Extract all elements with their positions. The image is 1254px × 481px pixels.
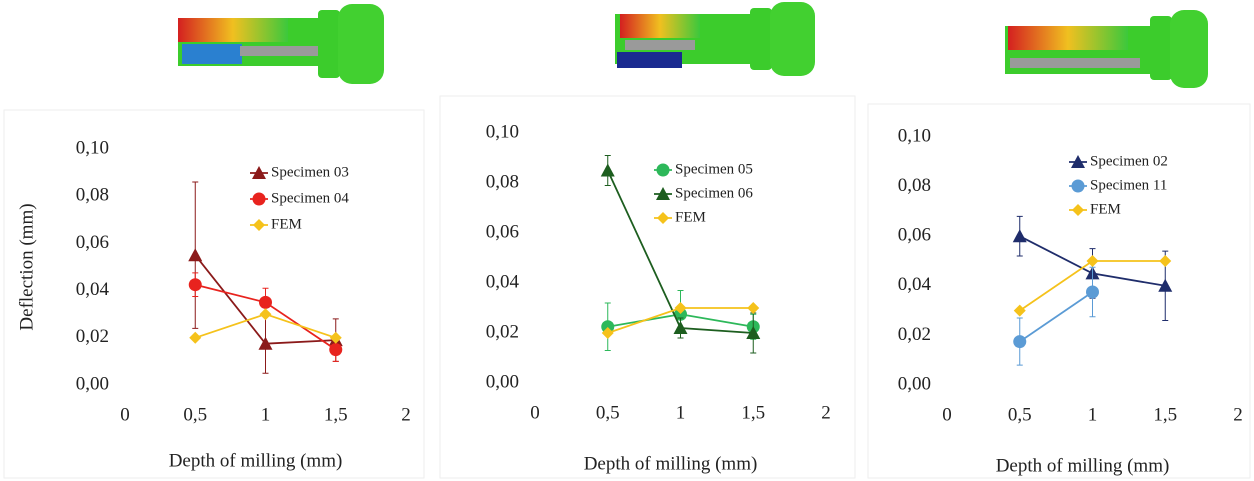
x-axis-label: Depth of milling (mm) <box>584 453 758 474</box>
x-tick-label: 0,5 <box>183 404 207 425</box>
y-tick-label: 0,10 <box>486 121 519 142</box>
x-tick-label: 0 <box>120 404 130 425</box>
legend-label: Specimen 11 <box>1090 177 1167 193</box>
y-tick-label: 0,00 <box>76 373 109 394</box>
x-tick-label: 1,5 <box>741 402 765 423</box>
series-line <box>1020 292 1093 342</box>
data-point <box>259 296 272 309</box>
legend-marker <box>253 193 266 206</box>
legend-label: Specimen 02 <box>1090 153 1168 169</box>
y-tick-label: 0,10 <box>76 137 109 158</box>
panel-frame <box>4 110 424 478</box>
data-point <box>189 332 201 344</box>
y-tick-label: 0,02 <box>76 326 109 347</box>
page: {"chart_data": [ {"type": "line", "y_lab… <box>0 0 1254 481</box>
y-tick-label: 0,08 <box>486 171 519 192</box>
x-axis-label: Depth of milling (mm) <box>169 450 343 471</box>
data-point <box>1087 255 1099 267</box>
x-axis-label: Depth of milling (mm) <box>996 455 1170 476</box>
x-tick-label: 2 <box>1233 404 1243 425</box>
data-point <box>1086 286 1099 299</box>
data-point <box>329 343 342 356</box>
legend-label: Specimen 03 <box>271 164 349 180</box>
y-tick-label: 0,04 <box>76 279 110 300</box>
legend-marker <box>1072 204 1084 216</box>
x-tick-label: 0,5 <box>1008 404 1032 425</box>
legend-marker <box>657 212 669 224</box>
data-point <box>1014 305 1026 317</box>
legend-label: FEM <box>1090 201 1121 217</box>
x-tick-label: 0 <box>942 404 952 425</box>
y-tick-label: 0,06 <box>486 221 519 242</box>
x-tick-label: 2 <box>821 402 831 423</box>
x-tick-label: 1,5 <box>1153 404 1177 425</box>
y-tick-label: 0,00 <box>898 373 931 394</box>
y-axis-label: Deflection (mm) <box>16 203 37 330</box>
data-point <box>188 248 202 261</box>
x-tick-label: 1 <box>261 404 271 425</box>
x-tick-label: 1 <box>676 402 686 423</box>
data-point <box>747 302 759 314</box>
render-1 <box>178 4 384 84</box>
legend-marker <box>253 219 265 231</box>
x-tick-label: 1,5 <box>324 404 348 425</box>
figure: 0,00 0,02 0,04 0,06 0,08 0,10 0 0,5 1 1,5 2 Depth o… <box>0 0 1254 481</box>
legend-marker <box>657 164 670 177</box>
y-tick-label: 0,08 <box>76 185 109 206</box>
data-point <box>260 308 272 320</box>
data-point <box>189 278 202 291</box>
y-tick-label: 0,00 <box>486 371 519 392</box>
y-tick-label: 0,10 <box>898 125 931 146</box>
render-3 <box>1005 10 1208 88</box>
x-tick-label: 1 <box>1088 404 1098 425</box>
x-tick-label: 0 <box>530 402 540 423</box>
legend-label: Specimen 04 <box>271 190 349 206</box>
y-tick-label: 0,08 <box>898 175 931 196</box>
y-tick-label: 0,02 <box>486 321 519 342</box>
data-point <box>1013 335 1026 348</box>
y-tick-label: 0,02 <box>898 324 931 345</box>
data-point <box>601 164 615 177</box>
y-tick-label: 0,04 <box>898 274 932 295</box>
legend-marker <box>1072 180 1085 193</box>
legend-label: Specimen 06 <box>675 185 753 201</box>
legend-label: FEM <box>675 209 706 225</box>
x-tick-label: 2 <box>401 404 411 425</box>
legend-label: FEM <box>271 216 302 232</box>
x-tick-label: 0,5 <box>596 402 620 423</box>
data-point <box>1013 229 1027 242</box>
legend-label: Specimen 05 <box>675 161 753 177</box>
y-tick-label: 0,06 <box>898 225 931 246</box>
data-point <box>1159 255 1171 267</box>
render-2 <box>615 2 815 76</box>
y-tick-label: 0,04 <box>486 271 520 292</box>
y-tick-label: 0,06 <box>76 232 109 253</box>
